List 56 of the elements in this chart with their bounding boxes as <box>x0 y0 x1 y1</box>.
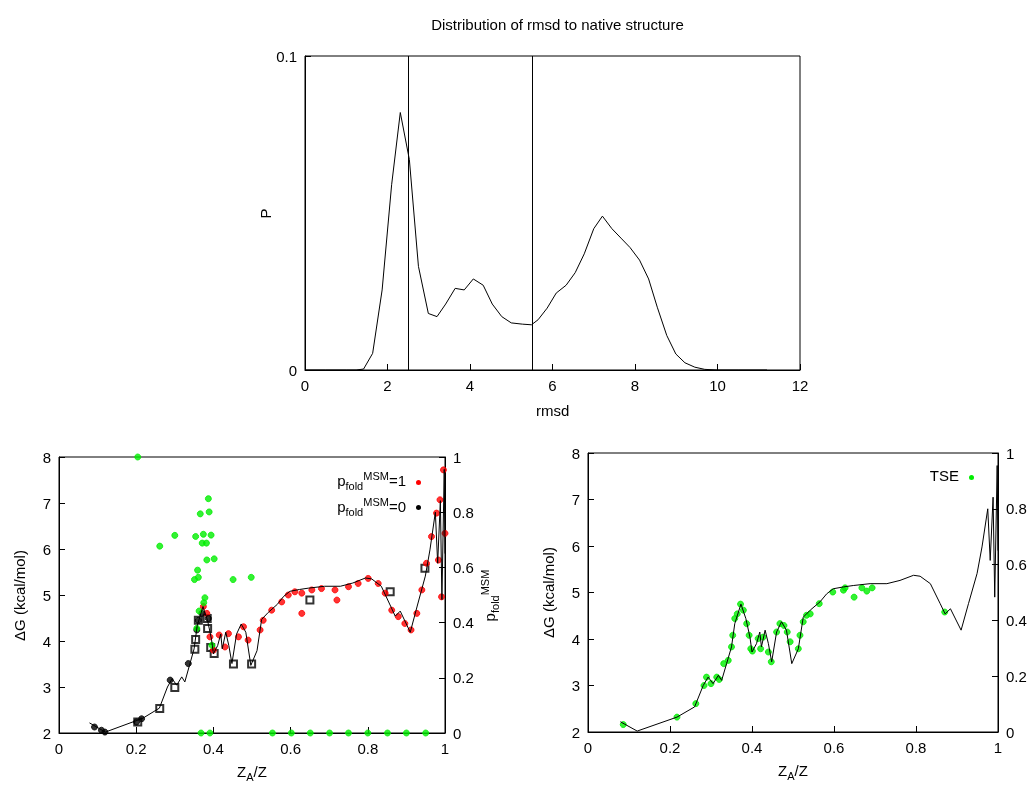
y-tick-label: 2 <box>571 723 580 741</box>
x-tick-label: 6 <box>548 377 557 394</box>
x-tick-label: 0 <box>583 739 593 756</box>
legend-label: p$_{fold}$$^{MSM}$=0 <box>337 495 406 518</box>
x-tick-label: 8 <box>630 377 640 394</box>
y2-tick-label: 0.4 <box>453 614 474 632</box>
y2-tick-label: 0.6 <box>453 558 474 576</box>
x-tick-label: 0.4 <box>741 739 763 756</box>
y2-tick-label: 1 <box>1006 444 1015 462</box>
y-tick-label: 2 <box>42 724 51 742</box>
y2-tick-label: 0 <box>453 724 462 742</box>
y2-tick-label: 0.8 <box>453 503 474 521</box>
y-tick-label: 5 <box>42 586 51 604</box>
y2-tick-label: 0.8 <box>1006 500 1027 518</box>
y2-tick-label: 1 <box>453 448 462 466</box>
x-tick-label: 1 <box>993 739 1003 756</box>
y2-tick-label: 0 <box>1006 723 1015 741</box>
legend-label: TSE <box>929 467 959 484</box>
x-tick-label: 0.6 <box>280 740 302 757</box>
x-tick-label: 0.4 <box>202 740 224 757</box>
x-tick-label: 0.8 <box>357 740 379 757</box>
y2-tick-label: 0.2 <box>1006 667 1027 685</box>
y-tick-label: 7 <box>571 491 580 508</box>
y-tick-label: 6 <box>42 540 51 558</box>
x-tick-label: 12 <box>791 377 809 394</box>
x-axis-title: rmsd <box>536 401 570 419</box>
y-tick-label: 6 <box>571 537 580 555</box>
x-tick-label: 0.6 <box>823 739 845 756</box>
y-axis-title: ΔG (kcal/mol) <box>10 549 28 641</box>
y-tick-label: 5 <box>571 584 580 601</box>
x-axis-title: Z$_{A}$/Z <box>237 762 267 783</box>
y-tick-label: 3 <box>42 678 51 696</box>
y2-tick-label: 0.4 <box>1006 611 1027 629</box>
y-tick-label: 3 <box>571 677 580 694</box>
y-tick-label: 8 <box>571 444 580 462</box>
x-tick-label: 10 <box>709 377 726 394</box>
y-tick-label: 4 <box>42 632 51 650</box>
y2-tick-label: 0.6 <box>1006 556 1027 574</box>
x-tick-label: 0 <box>300 377 310 394</box>
y2-tick-label: 0.2 <box>453 669 474 687</box>
y-tick-label: 4 <box>571 630 580 648</box>
x-axis-title: Z$_{A}$/Z <box>778 761 808 782</box>
x-tick-label: 4 <box>465 377 475 394</box>
x-tick-label: 0.2 <box>125 740 147 757</box>
x-tick-label: 1 <box>440 740 450 757</box>
y-tick-label: 0.1 <box>276 47 297 65</box>
chart-title: Distribution of rmsd to native structure <box>431 16 684 33</box>
legend-label: p$_{fold}$$^{MSM}$=1 <box>337 470 406 492</box>
y-axis-title: ΔG (kcal/mol) <box>539 547 557 638</box>
y-axis-title: P <box>256 207 274 219</box>
x-tick-label: 0.2 <box>659 739 681 756</box>
y-tick-label: 7 <box>42 494 51 512</box>
x-tick-label: 0 <box>54 740 64 757</box>
x-tick-label: 2 <box>383 377 392 394</box>
y-tick-label: 8 <box>42 448 51 466</box>
x-tick-label: 0.8 <box>905 739 927 756</box>
